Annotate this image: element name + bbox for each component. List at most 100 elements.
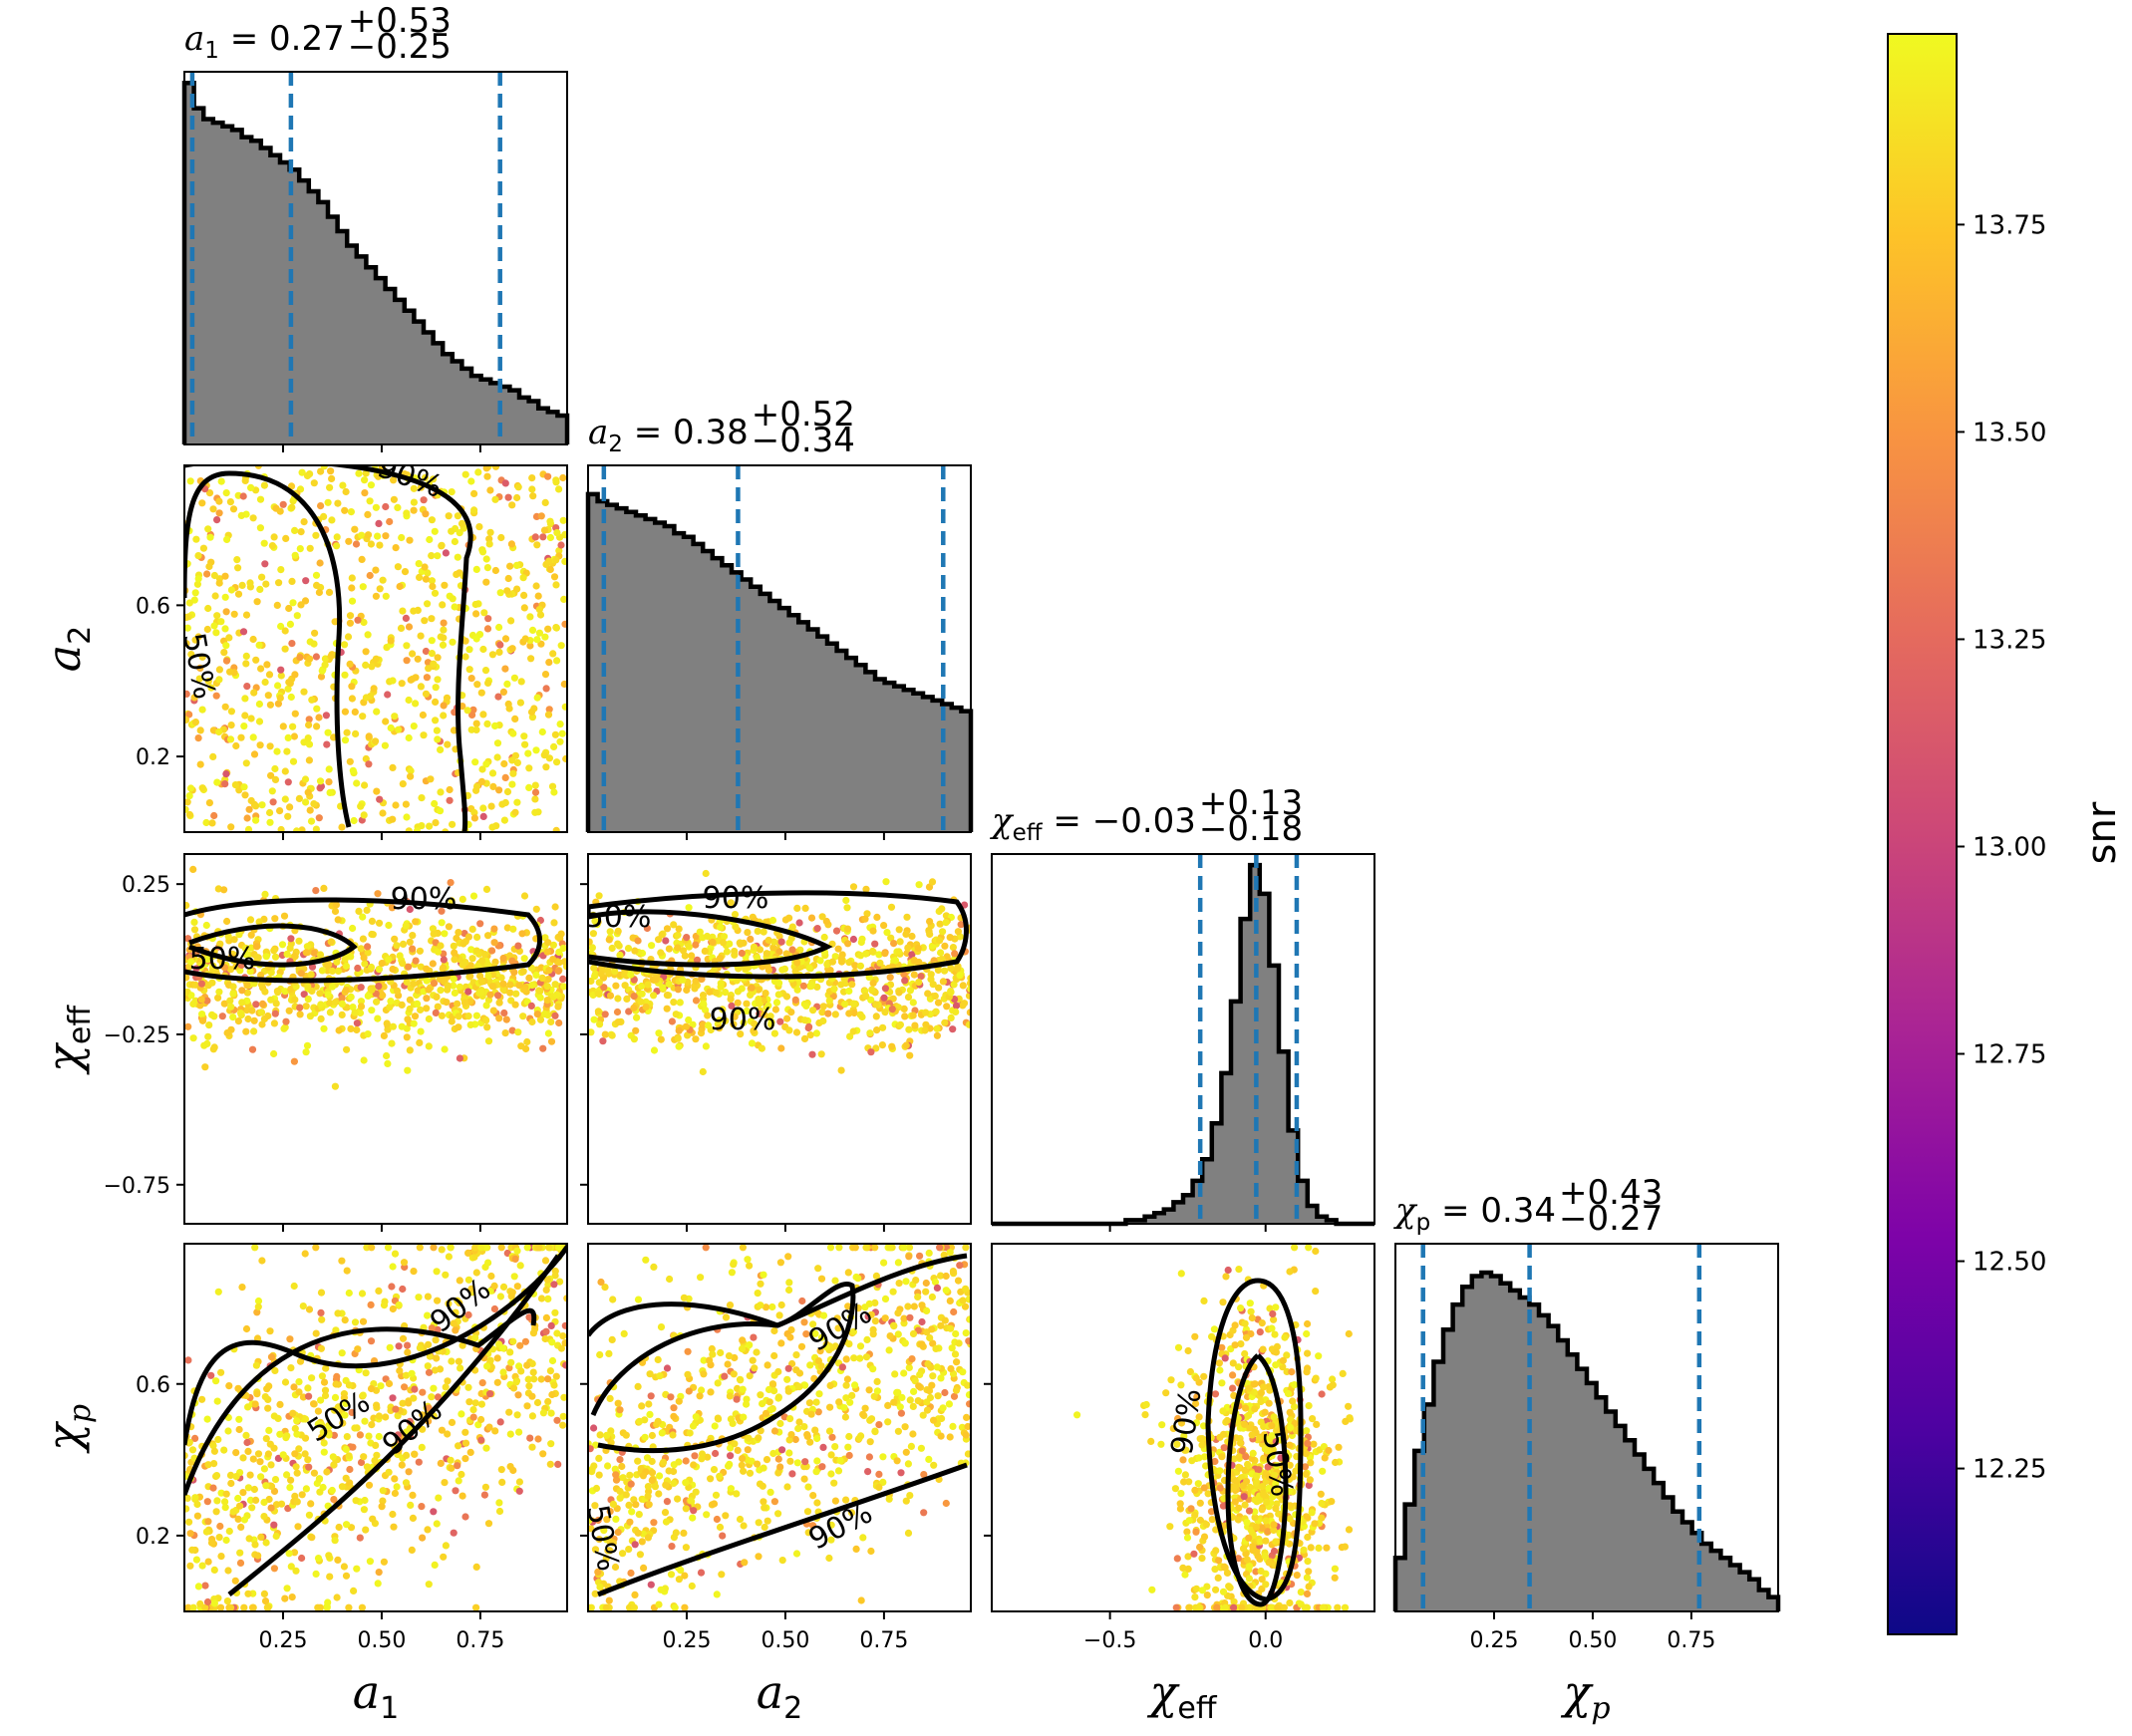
scatter-point bbox=[842, 1355, 850, 1363]
scatter-point bbox=[1313, 1420, 1321, 1428]
scatter-point bbox=[924, 990, 932, 998]
scatter-point bbox=[785, 1279, 793, 1287]
scatter-point bbox=[738, 949, 746, 958]
scatter-point bbox=[720, 933, 729, 941]
scatter-point bbox=[339, 481, 347, 489]
scatter-point bbox=[434, 1393, 443, 1401]
scatter-point bbox=[220, 964, 229, 972]
scatter-point bbox=[857, 1596, 865, 1604]
scatter-point bbox=[964, 1422, 971, 1431]
scatter-point bbox=[861, 1404, 869, 1412]
scatter-point bbox=[388, 1039, 396, 1047]
scatter-point bbox=[209, 1484, 217, 1492]
scatter-point bbox=[713, 1591, 721, 1598]
scatter-point bbox=[933, 1363, 941, 1371]
scatter-point bbox=[242, 1027, 250, 1035]
scatter-point bbox=[642, 1003, 650, 1012]
scatter-point bbox=[281, 645, 289, 653]
scatter-point bbox=[817, 1275, 826, 1283]
scatter-point bbox=[675, 1576, 684, 1584]
scatter-point bbox=[489, 782, 497, 791]
scatter-point bbox=[305, 1511, 313, 1519]
scatter-point bbox=[928, 1293, 937, 1302]
scatter-point bbox=[341, 708, 349, 716]
scatter-point bbox=[223, 1597, 231, 1605]
scatter-point bbox=[904, 944, 912, 952]
scatter-point bbox=[258, 573, 266, 581]
scatter-point bbox=[424, 600, 432, 608]
scatter-point bbox=[900, 1005, 908, 1013]
scatter-point bbox=[198, 1395, 206, 1403]
scatter-point bbox=[938, 905, 946, 913]
scatter-point bbox=[648, 1431, 657, 1440]
hist-bars-chi_p bbox=[1395, 1272, 1778, 1611]
scatter-point bbox=[291, 710, 299, 718]
scatter-point bbox=[331, 1537, 339, 1545]
scatter-point bbox=[398, 680, 406, 688]
scatter-point bbox=[203, 1039, 211, 1047]
scatter-point bbox=[856, 962, 865, 970]
scatter-point bbox=[532, 905, 540, 913]
scatter-point bbox=[731, 1013, 739, 1020]
scatter-point bbox=[217, 1553, 225, 1561]
scatter-point bbox=[459, 940, 467, 948]
scatter-point bbox=[603, 1431, 611, 1439]
scatter-point bbox=[346, 1465, 354, 1474]
scatter-point bbox=[619, 1550, 627, 1558]
scatter-point bbox=[441, 930, 449, 938]
contour-label: 90% bbox=[710, 1003, 776, 1037]
hist-frame-a1 bbox=[183, 71, 568, 445]
scatter-point bbox=[900, 1244, 908, 1252]
scatter-point bbox=[517, 678, 525, 686]
scatter-point bbox=[750, 1333, 758, 1341]
scatter-point bbox=[325, 1422, 333, 1431]
scatter-point bbox=[478, 957, 486, 965]
scatter-point bbox=[615, 942, 623, 950]
scatter-point bbox=[213, 1397, 221, 1405]
scatter-point bbox=[677, 1567, 685, 1575]
scatter-point bbox=[364, 631, 372, 639]
scatter-point bbox=[437, 942, 445, 950]
scatter-point bbox=[681, 1603, 689, 1611]
scatter-point bbox=[502, 1015, 510, 1023]
scatter-point bbox=[429, 925, 437, 933]
scatter-point bbox=[405, 1399, 413, 1407]
scatter-point bbox=[733, 977, 741, 985]
scatter-point bbox=[529, 1329, 538, 1337]
scatter-point bbox=[406, 938, 414, 946]
scatter-point bbox=[776, 1017, 784, 1025]
scatter-point bbox=[255, 918, 263, 926]
scatter-point bbox=[532, 746, 540, 754]
scatter-point bbox=[359, 583, 367, 591]
scatter-point bbox=[270, 1565, 278, 1573]
scatter-point bbox=[483, 1362, 491, 1370]
scatter-point bbox=[223, 535, 231, 544]
scatter-point bbox=[189, 865, 197, 874]
scatter-point bbox=[262, 953, 270, 961]
scatter-point bbox=[834, 1324, 842, 1332]
scatter-point bbox=[389, 1394, 397, 1402]
scatter-point bbox=[929, 1339, 937, 1347]
scatter-point bbox=[210, 811, 218, 820]
scatter-point bbox=[770, 1029, 779, 1037]
scatter-point bbox=[351, 708, 359, 717]
scatter-point bbox=[547, 1440, 555, 1448]
scatter-point bbox=[949, 1268, 958, 1276]
scatter-point bbox=[760, 928, 767, 936]
scatter-point bbox=[354, 964, 362, 973]
scatter-point bbox=[889, 1288, 897, 1296]
scatter-point bbox=[740, 1413, 748, 1421]
scatter-point bbox=[410, 484, 418, 492]
scatter-point bbox=[909, 1329, 918, 1337]
scatter-point bbox=[204, 1032, 212, 1040]
scatter-point bbox=[334, 1556, 342, 1564]
scatter-point bbox=[1273, 1342, 1281, 1350]
scatter-point bbox=[820, 933, 828, 942]
scatter-point bbox=[921, 1026, 929, 1034]
scatter-point bbox=[552, 826, 560, 832]
scatter-point bbox=[283, 1585, 291, 1592]
scatter-point bbox=[405, 827, 413, 832]
scatter-point bbox=[470, 814, 478, 822]
scatter-point bbox=[396, 1366, 404, 1375]
scatter-point bbox=[844, 940, 852, 948]
